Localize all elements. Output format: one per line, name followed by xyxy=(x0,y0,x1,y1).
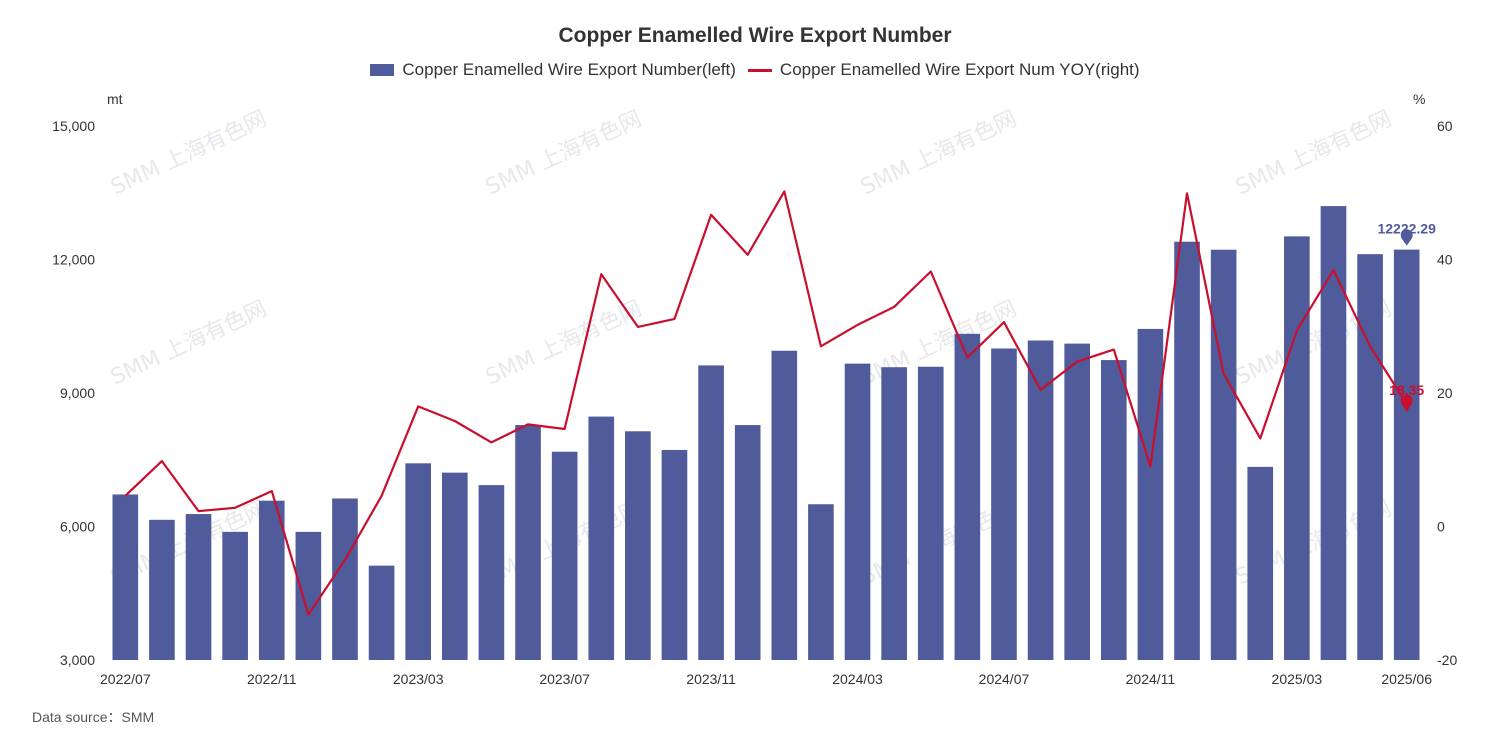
legend: Copper Enamelled Wire Export Number(left… xyxy=(0,60,1510,80)
data-source: Data source：SMM xyxy=(32,709,155,725)
bar xyxy=(368,565,395,660)
bar xyxy=(185,514,212,660)
left-axis-tick-label: 15,000 xyxy=(52,118,95,134)
x-axis-tick-label: 2023/03 xyxy=(393,671,444,687)
bar xyxy=(844,363,871,660)
x-axis-tick-label: 2024/03 xyxy=(832,671,883,687)
bar xyxy=(1210,249,1237,660)
left-axis-tick-label: 6,000 xyxy=(60,519,95,535)
chart-title: Copper Enamelled Wire Export Number xyxy=(558,24,952,47)
bar xyxy=(295,531,322,660)
legend-item-line[interactable]: Copper Enamelled Wire Export Num YOY(rig… xyxy=(747,60,1140,80)
x-axis-tick-label: 2022/07 xyxy=(100,671,151,687)
bar xyxy=(625,431,651,660)
x-axis-tick-label: 2024/11 xyxy=(1126,671,1176,687)
line-last-marker xyxy=(1400,394,1413,413)
right-axis-tick-label: 20 xyxy=(1437,385,1453,401)
watermark-text: SMM 上海有色网 xyxy=(857,106,1021,200)
bar xyxy=(991,348,1017,660)
x-axis-tick-label: 2023/11 xyxy=(686,671,736,687)
left-axis-tick-label: 9,000 xyxy=(60,385,95,401)
bar xyxy=(258,500,285,660)
watermark-text: SMM 上海有色网 xyxy=(1232,106,1396,200)
x-axis-tick-label: 2024/07 xyxy=(979,671,1030,687)
bar xyxy=(1027,340,1054,660)
legend-swatch-bar xyxy=(370,64,395,76)
bar xyxy=(1064,343,1091,660)
x-axis-tick-label: 2023/07 xyxy=(539,671,590,687)
right-axis-unit: % xyxy=(1413,91,1426,107)
bar xyxy=(222,531,248,660)
bar xyxy=(515,425,541,660)
yoy-line xyxy=(124,190,1408,616)
bar xyxy=(1174,241,1200,660)
bar xyxy=(771,350,798,660)
bar xyxy=(1357,254,1383,660)
bar xyxy=(332,498,358,660)
bar xyxy=(1247,466,1274,660)
watermark-text: SMM 上海有色网 xyxy=(107,296,271,390)
legend-label-line: Copper Enamelled Wire Export Num YOY(rig… xyxy=(779,60,1140,79)
watermark-text: SMM 上海有色网 xyxy=(482,106,646,200)
x-axis-tick-label: 2022/11 xyxy=(247,671,297,687)
watermark-text: SMM 上海有色网 xyxy=(482,296,646,390)
right-axis-tick-label: -20 xyxy=(1437,652,1457,668)
legend-item-bar[interactable]: Copper Enamelled Wire Export Number(left… xyxy=(370,60,736,80)
bar xyxy=(405,463,432,660)
bar xyxy=(698,365,724,660)
left-axis-tick-label: 3,000 xyxy=(60,652,95,668)
bar xyxy=(551,451,578,660)
left-axis-unit: mt xyxy=(107,91,123,107)
bar xyxy=(588,416,615,660)
bar xyxy=(1320,206,1347,660)
watermark-text: SMM 上海有色网 xyxy=(107,106,271,200)
right-axis-tick-label: 0 xyxy=(1437,519,1445,535)
x-axis-tick-label: 2025/06 xyxy=(1381,671,1432,687)
right-axis-tick-label: 40 xyxy=(1437,252,1453,268)
bar xyxy=(808,504,834,660)
bar xyxy=(1100,360,1127,660)
bar-last-marker xyxy=(1400,229,1413,246)
legend-swatch-line xyxy=(747,68,772,72)
bar xyxy=(1137,328,1164,660)
left-axis-tick-label: 12,000 xyxy=(52,252,95,268)
line-last-value-label: 18.35 xyxy=(1389,382,1424,398)
bar xyxy=(1393,249,1420,660)
bar xyxy=(734,425,761,660)
bar xyxy=(881,367,907,660)
bar xyxy=(917,366,944,660)
bar xyxy=(478,485,505,660)
bar-last-value-label: 12222.29 xyxy=(1377,221,1436,237)
x-axis-tick-label: 2025/03 xyxy=(1272,671,1323,687)
bar xyxy=(149,519,175,660)
legend-label-bar: Copper Enamelled Wire Export Number(left… xyxy=(402,60,736,79)
bar xyxy=(441,472,468,660)
right-axis-tick-label: 60 xyxy=(1437,118,1453,134)
bar xyxy=(112,494,139,660)
bar xyxy=(1284,236,1310,661)
bar xyxy=(954,333,981,660)
bar xyxy=(661,449,688,660)
